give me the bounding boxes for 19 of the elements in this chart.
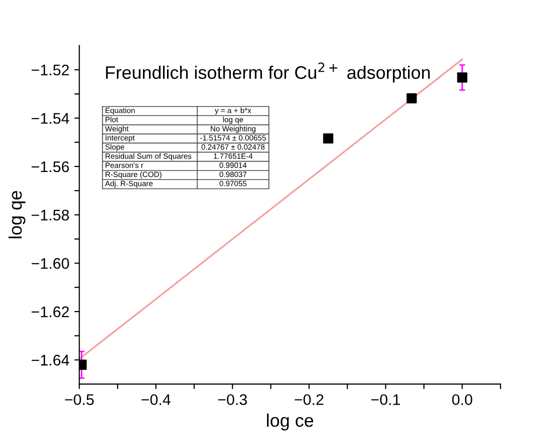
x-tick-label: 0.0 (452, 394, 472, 406)
y-tick-label: −1.64 (32, 354, 70, 366)
y-tick-label: −1.62 (32, 306, 69, 318)
point (323, 133, 334, 144)
x-tick-label: −0.2 (294, 394, 324, 406)
x-tick-label: −0.4 (142, 394, 171, 406)
x-tick-label: −0.3 (218, 394, 247, 406)
y-tick-label: −1.60 (32, 258, 69, 269)
y-axis-title: log qe (8, 191, 26, 238)
x-tick-label: −0.1 (371, 394, 400, 406)
point (406, 93, 417, 104)
y-tick-label: −1.52 (32, 64, 69, 76)
point (457, 72, 468, 83)
x-tick-label: −0.5 (64, 394, 94, 406)
y-tick-label: −1.58 (32, 210, 69, 221)
text: Freundlich isotherm for Cu$^{2+}$ adsorption (106, 62, 430, 83)
y-tick-label: −1.54 (32, 113, 70, 124)
y-tick-label: −1.56 (32, 161, 69, 172)
x-axis-title: log ce (267, 414, 314, 430)
